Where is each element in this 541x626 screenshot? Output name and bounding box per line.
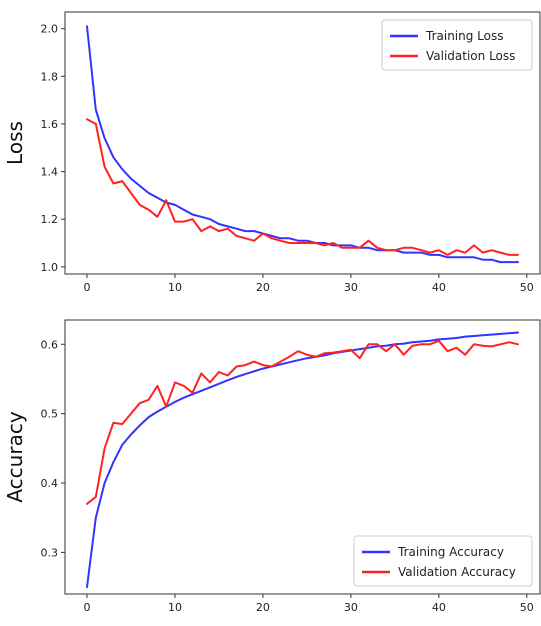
- validation-accuracy-legend-label: Validation Accuracy: [398, 565, 516, 579]
- validation-loss-legend-label: Validation Loss: [426, 49, 515, 63]
- loss-xtick-label: 0: [83, 281, 90, 294]
- training-accuracy-line: [86, 331, 519, 589]
- loss-y-axis-label: Loss: [3, 121, 27, 165]
- accuracy-xtick-label: 0: [83, 601, 90, 614]
- accuracy-ytick-label: 0.3: [41, 546, 59, 559]
- loss-xtick-label: 30: [344, 281, 358, 294]
- training-accuracy-legend-label: Training Accuracy: [397, 545, 504, 559]
- loss-ytick-label: 1.8: [41, 70, 59, 83]
- loss-legend-item: Validation Loss: [390, 49, 515, 63]
- accuracy-xtick-label: 50: [520, 601, 534, 614]
- accuracy-legend-box: [353, 535, 533, 587]
- loss-xtick-label: 50: [520, 281, 534, 294]
- accuracy-xtick-label: 10: [168, 601, 182, 614]
- accuracy-xtick-label: 40: [432, 601, 446, 614]
- validation-loss-line: [86, 118, 519, 256]
- loss-chart: 0 10 20 30 40 50 1.0 1.2 1.4 1.6 1.8 2.0 Loss Trainin…: [3, 11, 541, 294]
- training-loss-line: [86, 25, 519, 264]
- accuracy-ytick-label: 0.4: [41, 477, 59, 490]
- loss-ytick-label: 1.0: [41, 261, 59, 274]
- accuracy-ytick-label: 0.6: [41, 338, 59, 351]
- accuracy-xtick-label: 20: [256, 601, 270, 614]
- accuracy-legend-item: Training Accuracy: [362, 545, 504, 559]
- loss-ytick-label: 2.0: [41, 23, 59, 36]
- accuracy-chart: 0 10 20 30 40 50 0.3 0.4 0.5 0.6 Accuracy Training …: [3, 319, 541, 614]
- loss-legend-item: Training Loss: [390, 29, 503, 43]
- loss-ytick-label: 1.4: [41, 166, 59, 179]
- loss-legend: Training Loss Validation Loss: [381, 19, 533, 71]
- accuracy-xtick-label: 30: [344, 601, 358, 614]
- validation-accuracy-line: [86, 339, 519, 505]
- training-loss-legend-label: Training Loss: [425, 29, 503, 43]
- loss-xtick-label: 10: [168, 281, 182, 294]
- accuracy-legend-item: Validation Accuracy: [362, 565, 516, 579]
- loss-ytick-label: 1.2: [41, 213, 59, 226]
- loss-ytick-label: 1.6: [41, 118, 59, 131]
- accuracy-y-axis-label: Accuracy: [3, 411, 27, 502]
- loss-legend-box: [381, 19, 533, 71]
- accuracy-legend: Training Accuracy Validation Accuracy: [353, 535, 533, 587]
- loss-xtick-label: 40: [432, 281, 446, 294]
- loss-xtick-label: 20: [256, 281, 270, 294]
- accuracy-ytick-label: 0.5: [41, 408, 59, 421]
